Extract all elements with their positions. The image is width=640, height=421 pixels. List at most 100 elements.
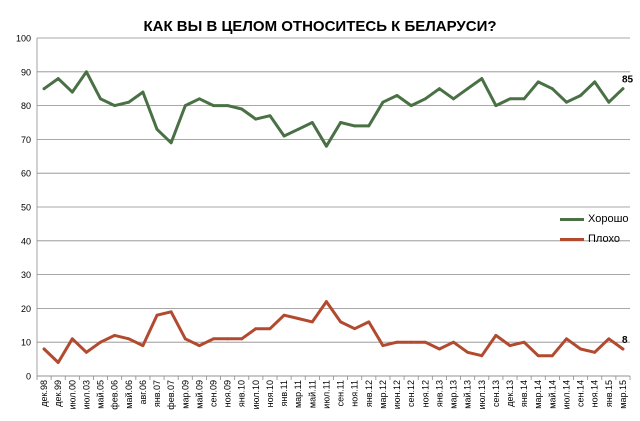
series-1-point-21 <box>339 320 342 324</box>
legend-item-series-0: Хорошо <box>560 209 629 229</box>
chart-legend: Хорошо Плохо <box>560 209 629 249</box>
series-0-point-21 <box>339 121 342 124</box>
series-1-point-4 <box>99 340 102 344</box>
series-0-point-16 <box>268 114 272 118</box>
series-0-point-24 <box>381 100 385 104</box>
series-0-point-37 <box>565 100 568 104</box>
series-1-point-33 <box>508 344 512 347</box>
series-1-point-20 <box>325 300 328 304</box>
series-1-point-14 <box>240 337 244 341</box>
y-tick-label-5: 50 <box>21 203 31 213</box>
series-1-point-28 <box>437 347 441 351</box>
series-0-point-27 <box>423 97 427 101</box>
series-0-point-31 <box>480 77 484 80</box>
y-tick-label-1: 10 <box>21 338 31 348</box>
x-tick-label-23: янв.12 <box>364 380 374 407</box>
series-0-point-3 <box>85 70 88 74</box>
series-1-point-22 <box>353 327 357 331</box>
legend-label-series-0: Хорошо <box>588 213 629 225</box>
legend-item-series-1: Плохо <box>560 229 629 249</box>
series-1-point-17 <box>282 313 286 317</box>
x-tick-label-14: янв.10 <box>237 380 247 407</box>
y-tick-label-8: 80 <box>21 101 31 111</box>
series-1-point-37 <box>565 337 568 341</box>
x-tick-label-12: сен.09 <box>208 380 218 407</box>
x-tick-label-36: май.14 <box>547 380 557 409</box>
series-0-point-19 <box>310 121 314 124</box>
x-tick-label-26: сен.12 <box>406 380 416 407</box>
x-tick-label-30: май.13 <box>463 380 473 409</box>
x-tick-label-5: фев.06 <box>110 380 120 410</box>
x-tick-label-15: июл.10 <box>251 380 261 409</box>
series-1-point-2 <box>70 337 74 341</box>
x-tick-label-35: мар.14 <box>533 380 543 409</box>
x-tick-label-18: мар.11 <box>293 380 303 408</box>
x-tick-label-24: мар.12 <box>378 380 388 409</box>
x-tick-label-10: мар.09 <box>180 380 190 409</box>
series-0-point-2 <box>70 90 74 94</box>
series-1-point-13 <box>226 337 230 341</box>
series-0-point-41 <box>621 87 625 91</box>
series-0-point-20 <box>325 144 328 148</box>
y-tick-label-0: 0 <box>26 372 31 382</box>
y-tick-label-4: 40 <box>21 236 31 246</box>
series-0-point-10 <box>183 104 187 107</box>
series-0-point-36 <box>550 87 554 91</box>
series-1-point-9 <box>169 310 173 314</box>
x-tick-label-11: май.09 <box>194 380 204 409</box>
series-1-point-6 <box>127 337 131 341</box>
series-line-0 <box>42 70 625 148</box>
series-1-point-41 <box>621 347 625 351</box>
legend-label-series-1: Плохо <box>588 233 620 245</box>
x-tick-label-28: янв.13 <box>434 380 444 407</box>
series-0-point-38 <box>579 94 582 97</box>
series-0-point-18 <box>296 127 300 131</box>
series-0-point-17 <box>282 134 286 138</box>
series-1-point-36 <box>550 354 554 358</box>
series-1-point-18 <box>296 317 300 320</box>
series-1-point-30 <box>466 350 470 354</box>
series-1-point-23 <box>367 320 371 324</box>
series-0-point-25 <box>395 94 399 97</box>
series-0-point-30 <box>466 87 470 91</box>
x-tick-label-33: дек.13 <box>505 380 515 407</box>
series-0-point-29 <box>452 97 455 101</box>
series-0-point-32 <box>494 104 498 107</box>
x-tick-label-8: янв.07 <box>152 380 162 407</box>
x-tick-label-0: дек.98 <box>39 380 49 407</box>
series-1-point-5 <box>113 334 117 337</box>
y-tick-label-7: 70 <box>21 135 31 145</box>
series-0-point-15 <box>254 117 258 121</box>
x-tick-label-41: мар.15 <box>618 380 628 409</box>
x-tick-label-32: сен.13 <box>491 380 501 407</box>
series-1-end-label: 8 <box>622 335 628 346</box>
series-0-point-33 <box>508 97 512 101</box>
series-0-point-8 <box>155 127 159 131</box>
series-1-point-34 <box>522 340 526 344</box>
x-tick-label-17: янв.11 <box>279 380 289 406</box>
series-0-point-1 <box>56 77 60 80</box>
series-1-point-31 <box>480 354 484 358</box>
x-tick-label-29: мар.13 <box>449 380 459 409</box>
series-1-point-8 <box>155 313 159 317</box>
x-tick-label-40: янв.15 <box>604 380 614 407</box>
series-0-point-35 <box>536 80 540 84</box>
series-0-point-28 <box>437 87 441 91</box>
series-1-point-11 <box>197 344 201 347</box>
series-1-point-7 <box>141 344 145 347</box>
series-1-point-12 <box>212 337 215 341</box>
series-0-point-22 <box>353 124 357 128</box>
series-0-point-23 <box>367 124 371 128</box>
series-0-point-40 <box>607 100 611 104</box>
series-1-point-26 <box>409 340 413 344</box>
series-0-point-34 <box>522 97 526 101</box>
series-0-end-label: 85 <box>622 75 634 86</box>
series-1-point-27 <box>423 340 427 344</box>
y-tick-label-6: 60 <box>21 169 31 179</box>
series-1-point-25 <box>395 340 399 344</box>
x-tick-label-7: авг.06 <box>138 380 148 404</box>
chart-title: КАК ВЫ В ЦЕЛОМ ОТНОСИТЕСЬ К БЕЛАРУСИ? <box>143 18 497 35</box>
x-tick-label-34: янв.14 <box>519 380 529 407</box>
series-1-point-0 <box>42 347 46 351</box>
